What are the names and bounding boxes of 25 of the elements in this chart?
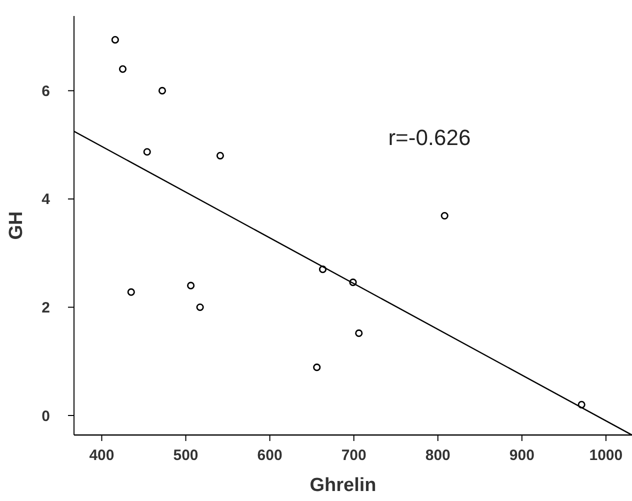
point: [196, 303, 204, 312]
x-tick-label: 600: [257, 447, 282, 464]
y-tick-label: 4: [42, 191, 51, 208]
point: [127, 288, 135, 296]
point: [111, 36, 119, 44]
x-tick-label: 1000: [589, 447, 623, 464]
point: [355, 329, 363, 338]
x-tick-label: 800: [425, 447, 450, 464]
point: [158, 86, 166, 94]
x-tick-label: 700: [341, 447, 366, 464]
point: [118, 65, 127, 73]
point: [216, 152, 224, 160]
x-axis-title: Ghrelin: [310, 475, 376, 496]
y-tick-label: 0: [42, 408, 50, 425]
x-tick-label: 900: [509, 447, 534, 464]
y-axis-title: GH: [6, 211, 27, 240]
x-tick-label: 500: [173, 447, 198, 464]
point: [440, 212, 448, 220]
x-tick-label: 400: [89, 447, 114, 464]
point: [143, 148, 151, 156]
point: [313, 364, 321, 372]
annotation: r=-0.626: [388, 124, 471, 150]
y-tick-label: 6: [42, 82, 50, 100]
point: [187, 282, 195, 290]
y-tick-label: 2: [42, 299, 50, 316]
